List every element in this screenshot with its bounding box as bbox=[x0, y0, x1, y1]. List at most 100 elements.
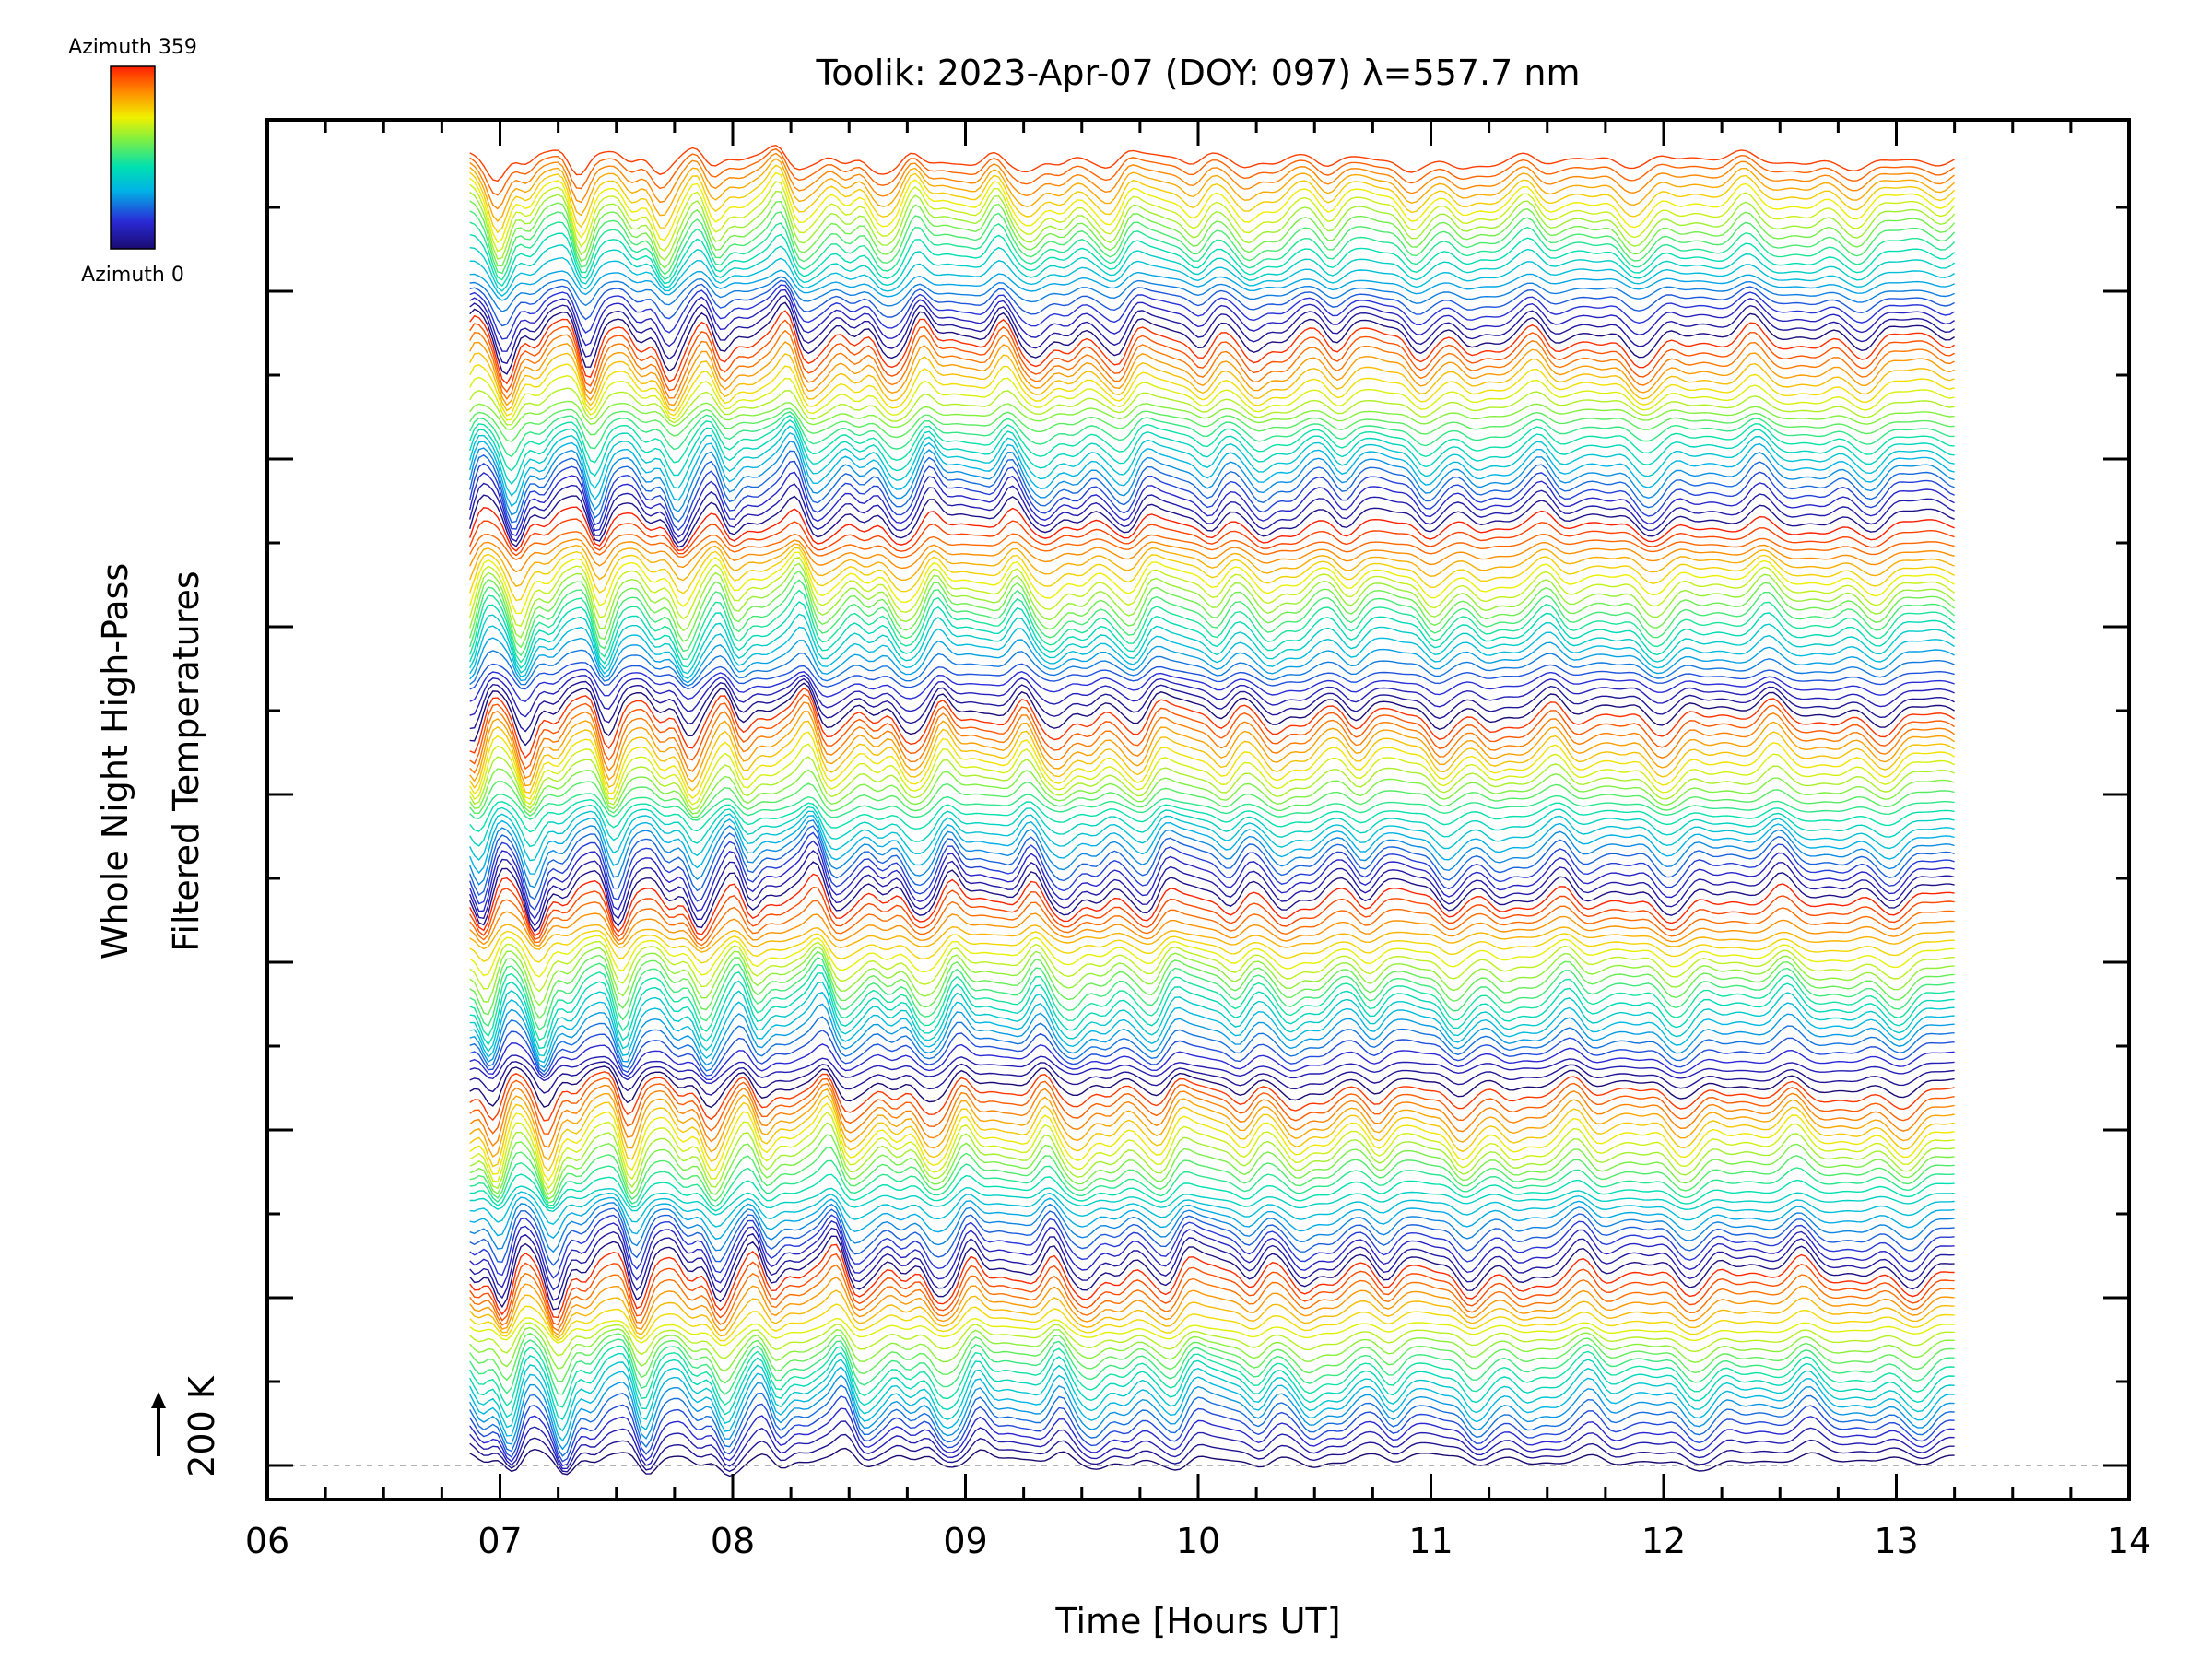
series-line bbox=[469, 873, 1955, 937]
series-line bbox=[469, 531, 1955, 560]
x-tick-label: 07 bbox=[477, 1521, 522, 1561]
series-line bbox=[469, 1173, 1955, 1212]
series-line bbox=[469, 1374, 1955, 1451]
series-line bbox=[469, 1338, 1955, 1395]
series-line bbox=[469, 930, 1955, 964]
series-line bbox=[469, 649, 1955, 687]
series-line bbox=[469, 221, 1956, 281]
series-line bbox=[469, 899, 1955, 947]
series-line bbox=[469, 1322, 1955, 1359]
series-line bbox=[469, 798, 1955, 833]
series-line bbox=[469, 482, 1955, 544]
chart-title: Toolik: 2023-Apr-07 (DOY: 097) λ=557.7 n… bbox=[816, 53, 1581, 93]
series-line bbox=[469, 637, 1955, 684]
series-line bbox=[469, 1065, 1955, 1109]
series-line bbox=[469, 825, 1955, 900]
series-line bbox=[469, 1366, 1955, 1442]
series-line bbox=[469, 1082, 1955, 1148]
series-line bbox=[469, 661, 1955, 690]
series-line bbox=[469, 144, 1955, 182]
series-line bbox=[469, 924, 1955, 953]
series-line bbox=[469, 1332, 1955, 1384]
series-line bbox=[469, 1276, 1955, 1336]
series-line bbox=[469, 152, 1956, 210]
colorbar-top-label: Azimuth 359 bbox=[68, 36, 197, 59]
series-line bbox=[469, 1122, 1955, 1196]
series-line bbox=[469, 279, 1955, 327]
series-line bbox=[469, 625, 1955, 680]
series-line bbox=[469, 200, 1956, 269]
x-tick-label: 09 bbox=[943, 1521, 987, 1561]
series-line bbox=[469, 1384, 1955, 1457]
series-line bbox=[469, 810, 1955, 862]
series-line bbox=[469, 963, 1955, 1041]
series-line bbox=[469, 158, 1956, 223]
series-line bbox=[469, 957, 1955, 1031]
series-line bbox=[469, 147, 1955, 196]
series-line bbox=[469, 518, 1955, 557]
series-line bbox=[469, 1317, 1955, 1347]
series-line bbox=[469, 181, 1956, 253]
series-line bbox=[469, 1029, 1955, 1077]
series-line bbox=[469, 613, 1956, 675]
series-line bbox=[469, 1088, 1955, 1161]
x-tick-label: 13 bbox=[1874, 1521, 1918, 1561]
series-line bbox=[469, 171, 1956, 244]
y-axis-title-line2: Filtered Temperatures bbox=[166, 571, 206, 951]
x-tick-label: 12 bbox=[1641, 1521, 1686, 1561]
series-line bbox=[469, 1303, 1955, 1342]
series-line bbox=[469, 781, 1955, 818]
series-line bbox=[469, 547, 1955, 602]
series-line bbox=[469, 1054, 1955, 1085]
series-line bbox=[469, 460, 1955, 531]
series-line bbox=[469, 310, 1955, 385]
series-line bbox=[469, 940, 1955, 993]
series-line bbox=[469, 329, 1955, 401]
series-line bbox=[469, 341, 1955, 406]
series-line bbox=[469, 425, 1955, 497]
x-axis-title: Time [Hours UT] bbox=[1054, 1601, 1340, 1641]
series-line bbox=[469, 768, 1955, 815]
series-line bbox=[469, 288, 1955, 352]
series-line bbox=[469, 815, 1955, 875]
series-line bbox=[469, 431, 1955, 508]
series-line bbox=[469, 886, 1955, 942]
series-line bbox=[469, 244, 1956, 292]
series-line bbox=[469, 850, 1955, 927]
series-line bbox=[469, 720, 1955, 794]
series-line bbox=[469, 415, 1955, 472]
series-line bbox=[469, 981, 1955, 1057]
series-line bbox=[469, 1112, 1955, 1190]
x-tick-label: 08 bbox=[711, 1521, 755, 1561]
series-line bbox=[469, 1214, 1955, 1279]
series-line bbox=[469, 935, 1955, 978]
series-line bbox=[469, 1147, 1955, 1204]
series-line bbox=[469, 1016, 1955, 1073]
series-line bbox=[469, 1191, 1955, 1228]
series-line bbox=[469, 1253, 1955, 1326]
series-line bbox=[469, 819, 1955, 888]
series-line bbox=[469, 682, 1955, 747]
series-line bbox=[469, 556, 1956, 628]
x-tick-labels: 06 07 08 09 10 11 12 13 14 bbox=[245, 1521, 2151, 1561]
series-line bbox=[469, 1159, 1955, 1207]
series-line bbox=[469, 441, 1955, 516]
series-line bbox=[469, 950, 1955, 1019]
series-line bbox=[469, 991, 1955, 1064]
series-line bbox=[469, 804, 1955, 848]
series-line bbox=[469, 543, 1955, 588]
series-line bbox=[469, 284, 1955, 340]
colorbar bbox=[110, 65, 156, 250]
series-line bbox=[469, 1094, 1955, 1172]
series-line bbox=[469, 190, 1956, 262]
series-line bbox=[469, 1326, 1955, 1372]
series-line bbox=[469, 861, 1955, 933]
series-line bbox=[469, 589, 1956, 664]
series-line bbox=[469, 387, 1955, 426]
series-line bbox=[469, 674, 1955, 718]
series-line bbox=[469, 687, 1955, 759]
series-line bbox=[469, 1433, 1955, 1473]
series-line bbox=[469, 1185, 1955, 1216]
series-line bbox=[469, 601, 1956, 669]
